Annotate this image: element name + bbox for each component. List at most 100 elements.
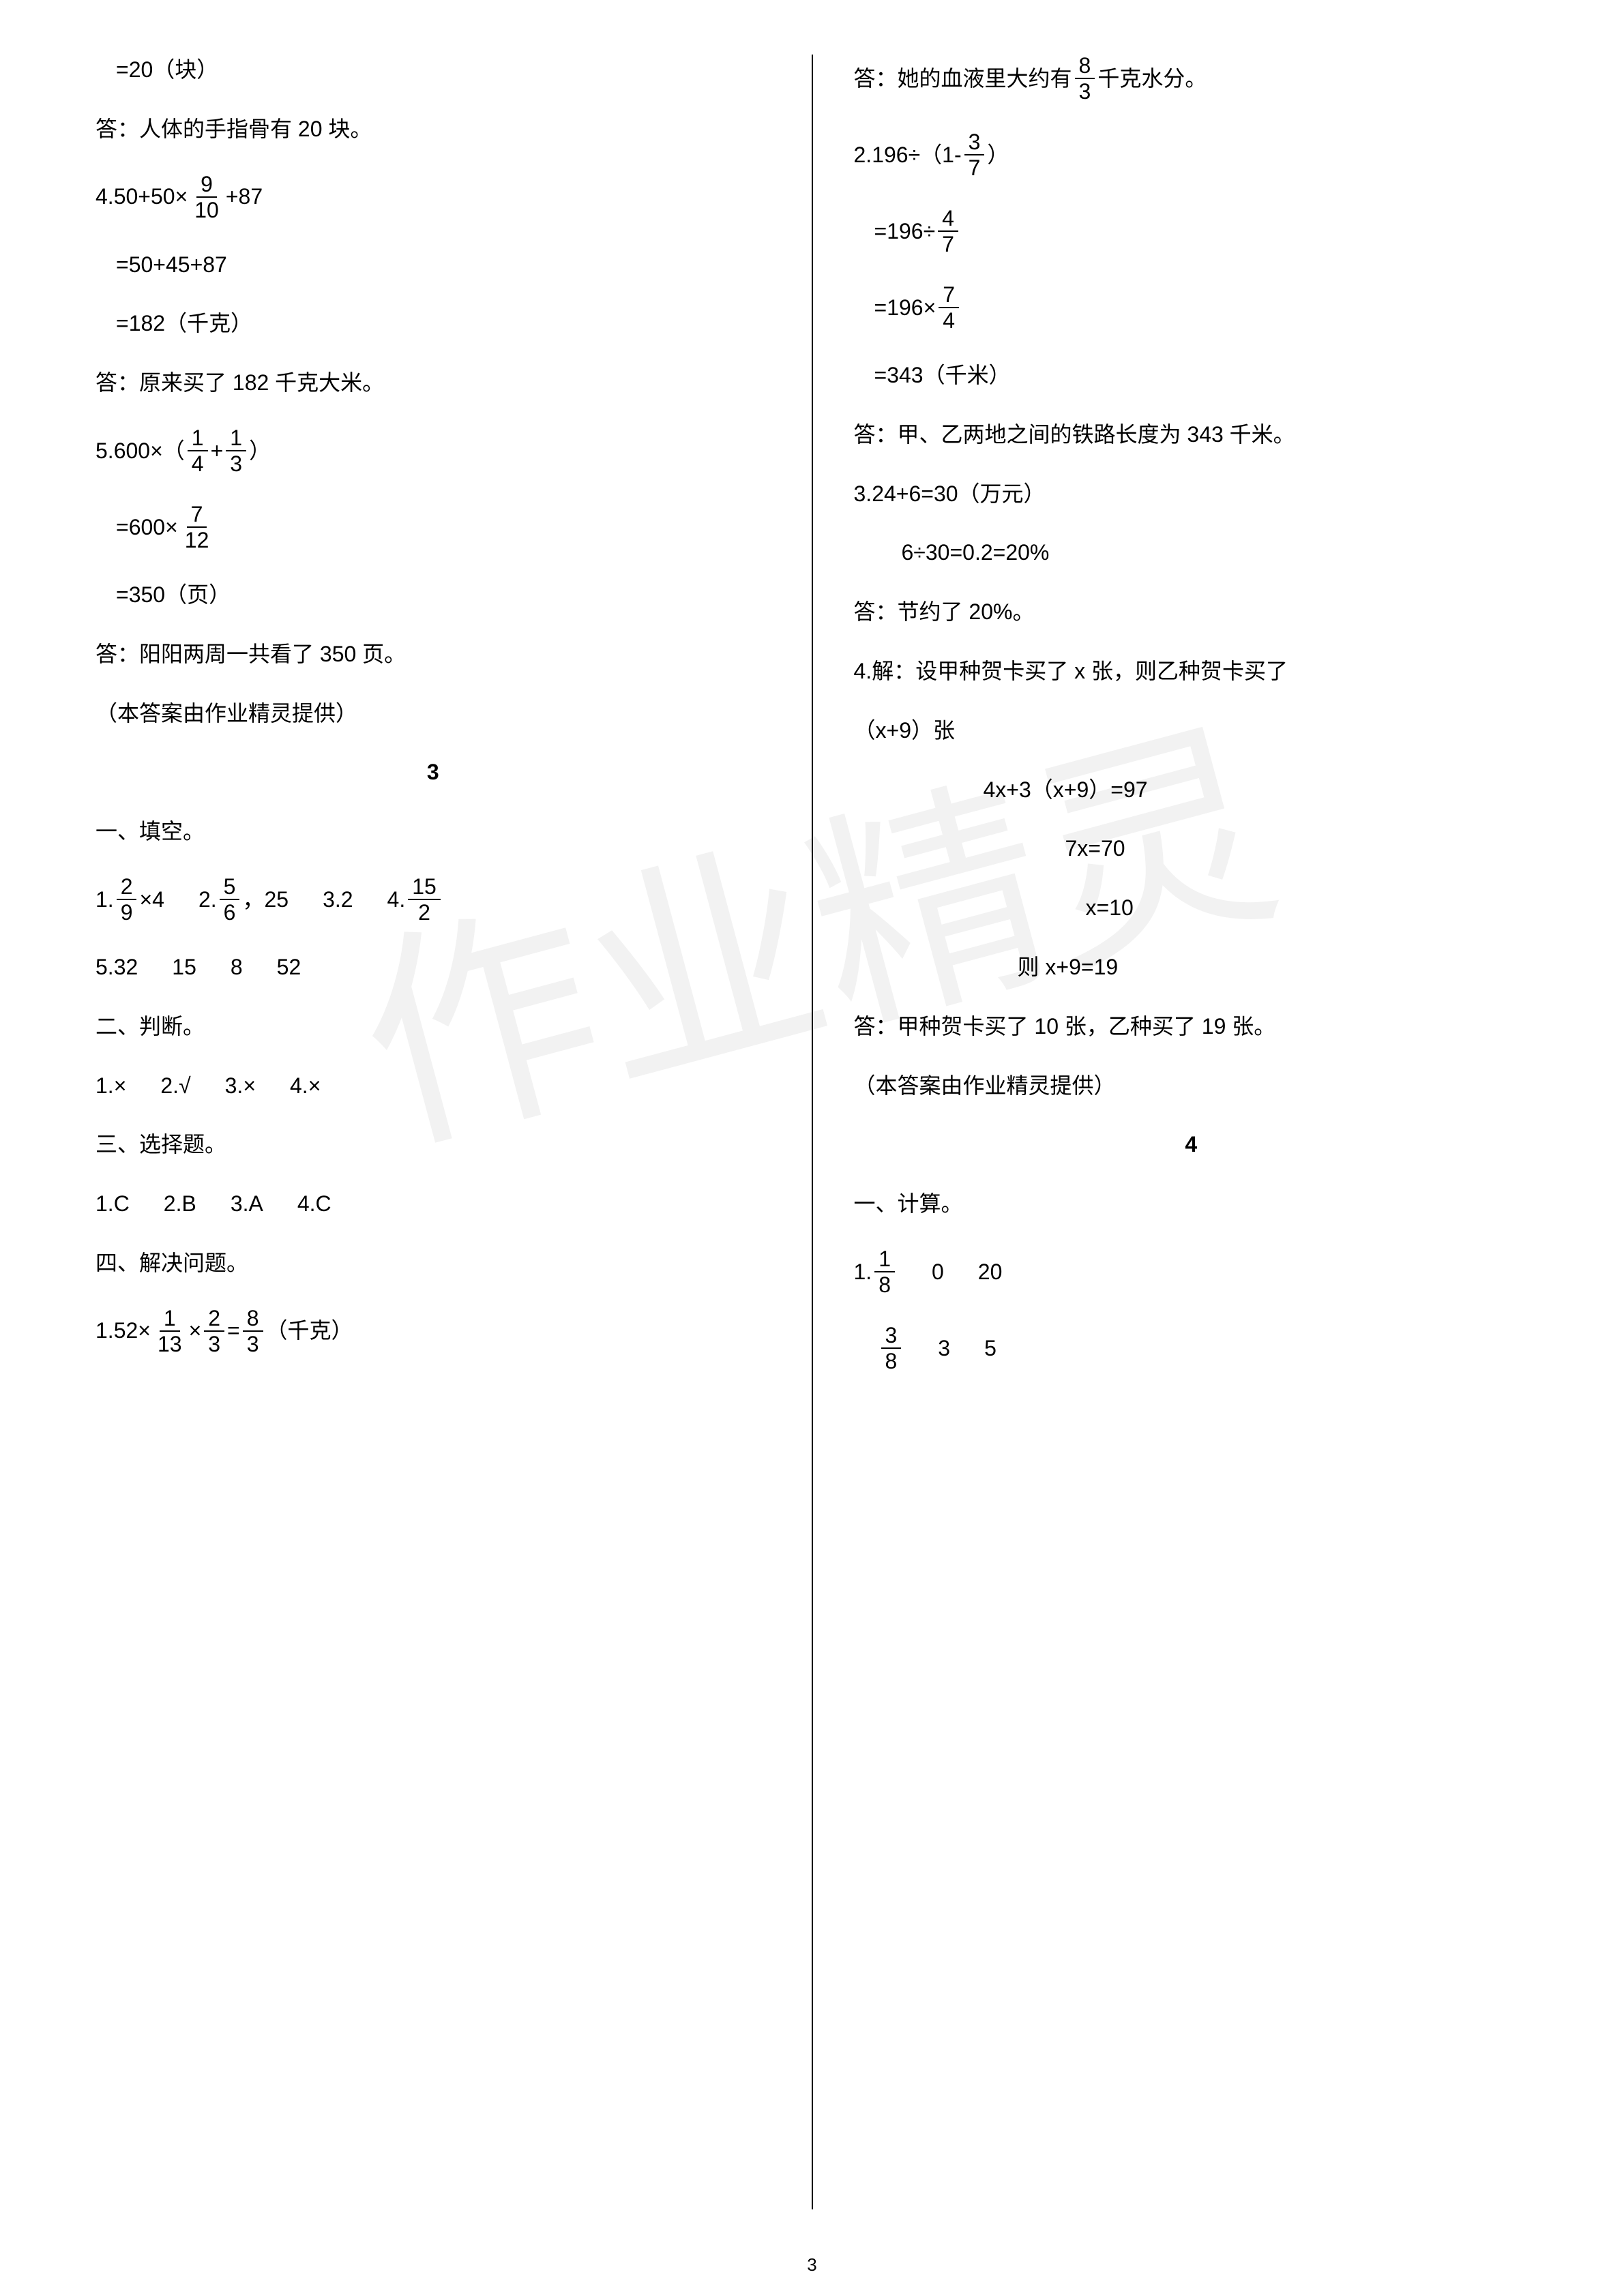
text: 0 (932, 1257, 944, 1287)
section-number: 4 (854, 1129, 1529, 1160)
text-line: 答：节约了 20%。 (854, 597, 1529, 627)
text: 答：人体的手指骨有 20 块。 (95, 114, 372, 145)
text-line: =196÷ 47 (854, 207, 1529, 255)
heading: 一、计算。 (854, 1189, 1529, 1219)
text: 5.32 (95, 952, 138, 983)
numerator: 9 (196, 173, 217, 198)
text: 答：甲、乙两地之间的铁路长度为 343 千米。 (854, 419, 1295, 450)
heading: 一、填空。 (95, 816, 771, 847)
text: =182（千克） (116, 308, 252, 339)
right-column: 答：她的血液里大约有 83 千克水分。 2.196÷（1- 37 ） =196÷… (812, 55, 1529, 2209)
text-line: 6÷30=0.2=20% (854, 537, 1529, 568)
fraction: 23 (204, 1307, 224, 1355)
denominator: 10 (190, 198, 223, 221)
text-line: （x+9）张 (854, 715, 1529, 746)
text: 答：阳阳两周一共看了 350 页。 (95, 639, 406, 670)
text: 1. (854, 1257, 872, 1287)
denominator: 6 (220, 900, 240, 923)
text: ，25 (242, 884, 289, 915)
text-line: 7x=70 (854, 833, 1529, 864)
text-line: 4x+3（x+9）=97 (854, 775, 1529, 805)
denominator: 8 (874, 1272, 895, 1296)
text: =600× (116, 512, 178, 543)
text-line: 答：甲、乙两地之间的铁路长度为 343 千米。 (854, 419, 1529, 450)
text: ×4 (139, 884, 164, 915)
numerator: 3 (964, 131, 985, 155)
text-line: =50+45+87 (95, 250, 771, 280)
numerator: 5 (220, 876, 240, 900)
text-line: 1.52× 113 × 23 = 83 （千克） (95, 1307, 771, 1355)
text: 答：原来买了 182 千克大米。 (95, 368, 384, 398)
text: 8 (231, 952, 243, 983)
text: 5 (984, 1333, 996, 1364)
numerator: 4 (938, 207, 958, 232)
text-line: 38 3 5 (854, 1324, 1529, 1372)
text: （x+9）张 (854, 715, 956, 746)
text: 则 x+9=19 (1018, 952, 1119, 983)
text-line: =196× 74 (854, 284, 1529, 331)
page-container: =20（块） 答：人体的手指骨有 20 块。 4.50+50× 910 +87 … (0, 0, 1624, 2237)
text-line: 1.× 2.√ 3.× 4.× (95, 1071, 771, 1101)
fraction: 910 (190, 173, 223, 221)
fraction: 38 (881, 1324, 902, 1372)
fraction: 14 (188, 427, 208, 475)
text-line: 则 x+9=19 (854, 952, 1529, 983)
text: 答：她的血液里大约有 (854, 63, 1072, 94)
text: 4.× (290, 1071, 321, 1101)
numerator: 8 (243, 1307, 263, 1332)
denominator: 4 (188, 451, 208, 475)
fraction: 29 (117, 876, 137, 923)
text: 3.× (225, 1071, 256, 1101)
page-number: 3 (807, 2254, 816, 2276)
text: ） (249, 436, 271, 466)
text-line: 答：她的血液里大约有 83 千克水分。 (854, 55, 1529, 102)
text-line: 4.50+50× 910 +87 (95, 173, 771, 221)
text: 2.√ (160, 1071, 190, 1101)
text: 4.C (297, 1189, 331, 1219)
numerator: 1 (874, 1248, 895, 1272)
text: 4.解：设甲种贺卡买了 x 张，则乙种贺卡买了 (854, 656, 1288, 687)
numerator: 1 (188, 427, 208, 451)
fraction: 712 (181, 503, 213, 551)
text: 20 (978, 1257, 1003, 1287)
numerator: 7 (939, 284, 959, 308)
numerator: 1 (226, 427, 246, 451)
fraction: 74 (939, 284, 959, 331)
text-line: 答：原来买了 182 千克大米。 (95, 368, 771, 398)
left-column: =20（块） 答：人体的手指骨有 20 块。 4.50+50× 910 +87 … (95, 55, 812, 2209)
text-line: 3.24+6=30（万元） (854, 479, 1529, 509)
text: （本答案由作业精灵提供） (854, 1071, 1116, 1101)
denominator: 3 (1075, 79, 1095, 102)
text-line: 答：人体的手指骨有 20 块。 (95, 114, 771, 145)
text-line: =20（块） (95, 55, 771, 85)
text-line: （本答案由作业精灵提供） (854, 1071, 1529, 1101)
text: =196÷ (874, 216, 936, 247)
text: =343（千米） (874, 360, 1011, 391)
text: 1.52× (95, 1315, 151, 1346)
text-line: （本答案由作业精灵提供） (95, 698, 771, 729)
text: × (189, 1315, 202, 1346)
denominator: 3 (243, 1332, 263, 1355)
text: （千克） (266, 1315, 353, 1346)
text: 2.B (164, 1189, 196, 1219)
text: 答：节约了 20%。 (854, 597, 1035, 627)
text-line: 4.解：设甲种贺卡买了 x 张，则乙种贺卡买了 (854, 656, 1529, 687)
text: 52 (277, 952, 301, 983)
text: 15 (172, 952, 196, 983)
text: 一、填空。 (95, 816, 205, 847)
text-line: 答：阳阳两周一共看了 350 页。 (95, 639, 771, 670)
text: =196× (874, 293, 936, 323)
text: 6÷30=0.2=20% (902, 537, 1050, 568)
numerator: 1 (160, 1307, 180, 1332)
denominator: 3 (226, 451, 246, 475)
text-line: 5.600×（ 14 + 13 ） (95, 427, 771, 475)
text: 四、解决问题。 (95, 1248, 248, 1279)
text-line: 1.C 2.B 3.A 4.C (95, 1189, 771, 1219)
fraction: 47 (938, 207, 958, 255)
denominator: 7 (964, 155, 985, 179)
heading: 三、选择题。 (95, 1129, 771, 1160)
text: = (227, 1315, 240, 1346)
text-line: 1. 18 0 20 (854, 1248, 1529, 1296)
text: =350（页） (116, 580, 231, 610)
text: 1.× (95, 1071, 126, 1101)
